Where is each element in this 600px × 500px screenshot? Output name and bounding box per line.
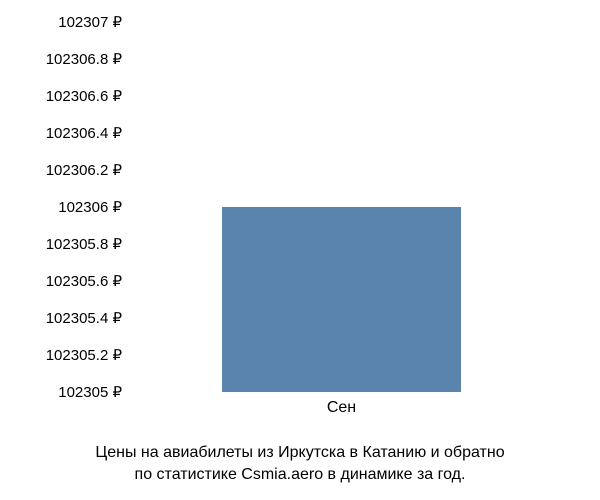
y-tick-label: 102305 ₽ xyxy=(58,383,122,401)
bar xyxy=(222,207,461,392)
price-chart: 102305 ₽ 102305.2 ₽ 102305.4 ₽ 102305.6 ₽ 10… xyxy=(0,22,600,432)
y-tick-label: 102305.6 ₽ xyxy=(46,272,122,290)
y-axis-labels: 102305 ₽102305.2 ₽102305.4 ₽102305.6 ₽10… xyxy=(0,22,122,392)
y-tick-label: 102305.8 ₽ xyxy=(46,235,122,253)
plot-area xyxy=(130,22,580,392)
y-tick-label: 102306.8 ₽ xyxy=(46,50,122,68)
caption-line-2: по статистике Csmia.aero в динамике за г… xyxy=(135,466,466,483)
y-tick-label: 102307 ₽ xyxy=(58,13,122,31)
y-tick-label: 102305.4 ₽ xyxy=(46,309,122,327)
y-tick-label: 102306.4 ₽ xyxy=(46,124,122,142)
caption-line-1: Цены на авиабилеты из Иркутска в Катанию… xyxy=(95,444,504,461)
y-tick-label: 102305.2 ₽ xyxy=(46,346,122,364)
y-tick-label: 102306.2 ₽ xyxy=(46,161,122,179)
chart-caption: Цены на авиабилеты из Иркутска в Катанию… xyxy=(0,442,600,485)
x-tick-label: Сен xyxy=(327,399,356,417)
x-axis-labels: Сен xyxy=(130,397,580,422)
y-tick-label: 102306.6 ₽ xyxy=(46,87,122,105)
y-tick-label: 102306 ₽ xyxy=(58,198,122,216)
